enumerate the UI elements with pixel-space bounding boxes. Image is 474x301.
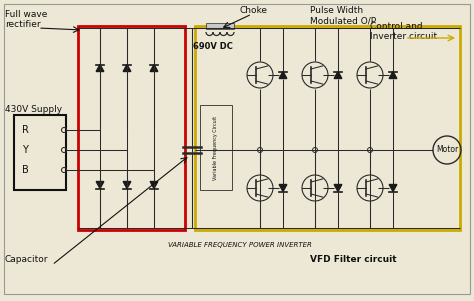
- Text: Control and
Inverter circuit: Control and Inverter circuit: [370, 22, 437, 42]
- Text: VFD Filter circuit: VFD Filter circuit: [310, 255, 397, 264]
- Bar: [14, 115, 66, 190]
- Polygon shape: [96, 64, 104, 72]
- Polygon shape: [123, 182, 131, 188]
- Text: B: B: [22, 165, 29, 175]
- Bar: [200, 105, 232, 190]
- Polygon shape: [96, 182, 104, 188]
- Bar: [206, 23, 234, 29]
- Text: 690V DC: 690V DC: [193, 42, 233, 51]
- Text: R: R: [22, 125, 29, 135]
- Polygon shape: [150, 182, 158, 188]
- Polygon shape: [279, 72, 287, 79]
- Text: Full wave
rectifier: Full wave rectifier: [5, 10, 47, 29]
- Bar: [78, 26, 185, 230]
- Text: Choke: Choke: [240, 6, 268, 15]
- Text: 430V Supply: 430V Supply: [5, 105, 62, 114]
- Text: Y: Y: [22, 145, 28, 155]
- Text: Capacitor: Capacitor: [5, 255, 48, 264]
- Polygon shape: [123, 64, 131, 72]
- Polygon shape: [389, 72, 397, 79]
- Text: Variable Frequency Circuit: Variable Frequency Circuit: [213, 116, 219, 180]
- Polygon shape: [150, 64, 158, 72]
- Text: Pulse Width
Modulated O/P: Pulse Width Modulated O/P: [310, 6, 376, 25]
- Polygon shape: [389, 185, 397, 191]
- Bar: [195, 26, 460, 230]
- Polygon shape: [279, 185, 287, 191]
- Text: Motor: Motor: [436, 145, 458, 154]
- Text: VARIABLE FREQUENCY POWER INVERTER: VARIABLE FREQUENCY POWER INVERTER: [168, 242, 312, 248]
- Polygon shape: [334, 185, 342, 191]
- Polygon shape: [334, 72, 342, 79]
